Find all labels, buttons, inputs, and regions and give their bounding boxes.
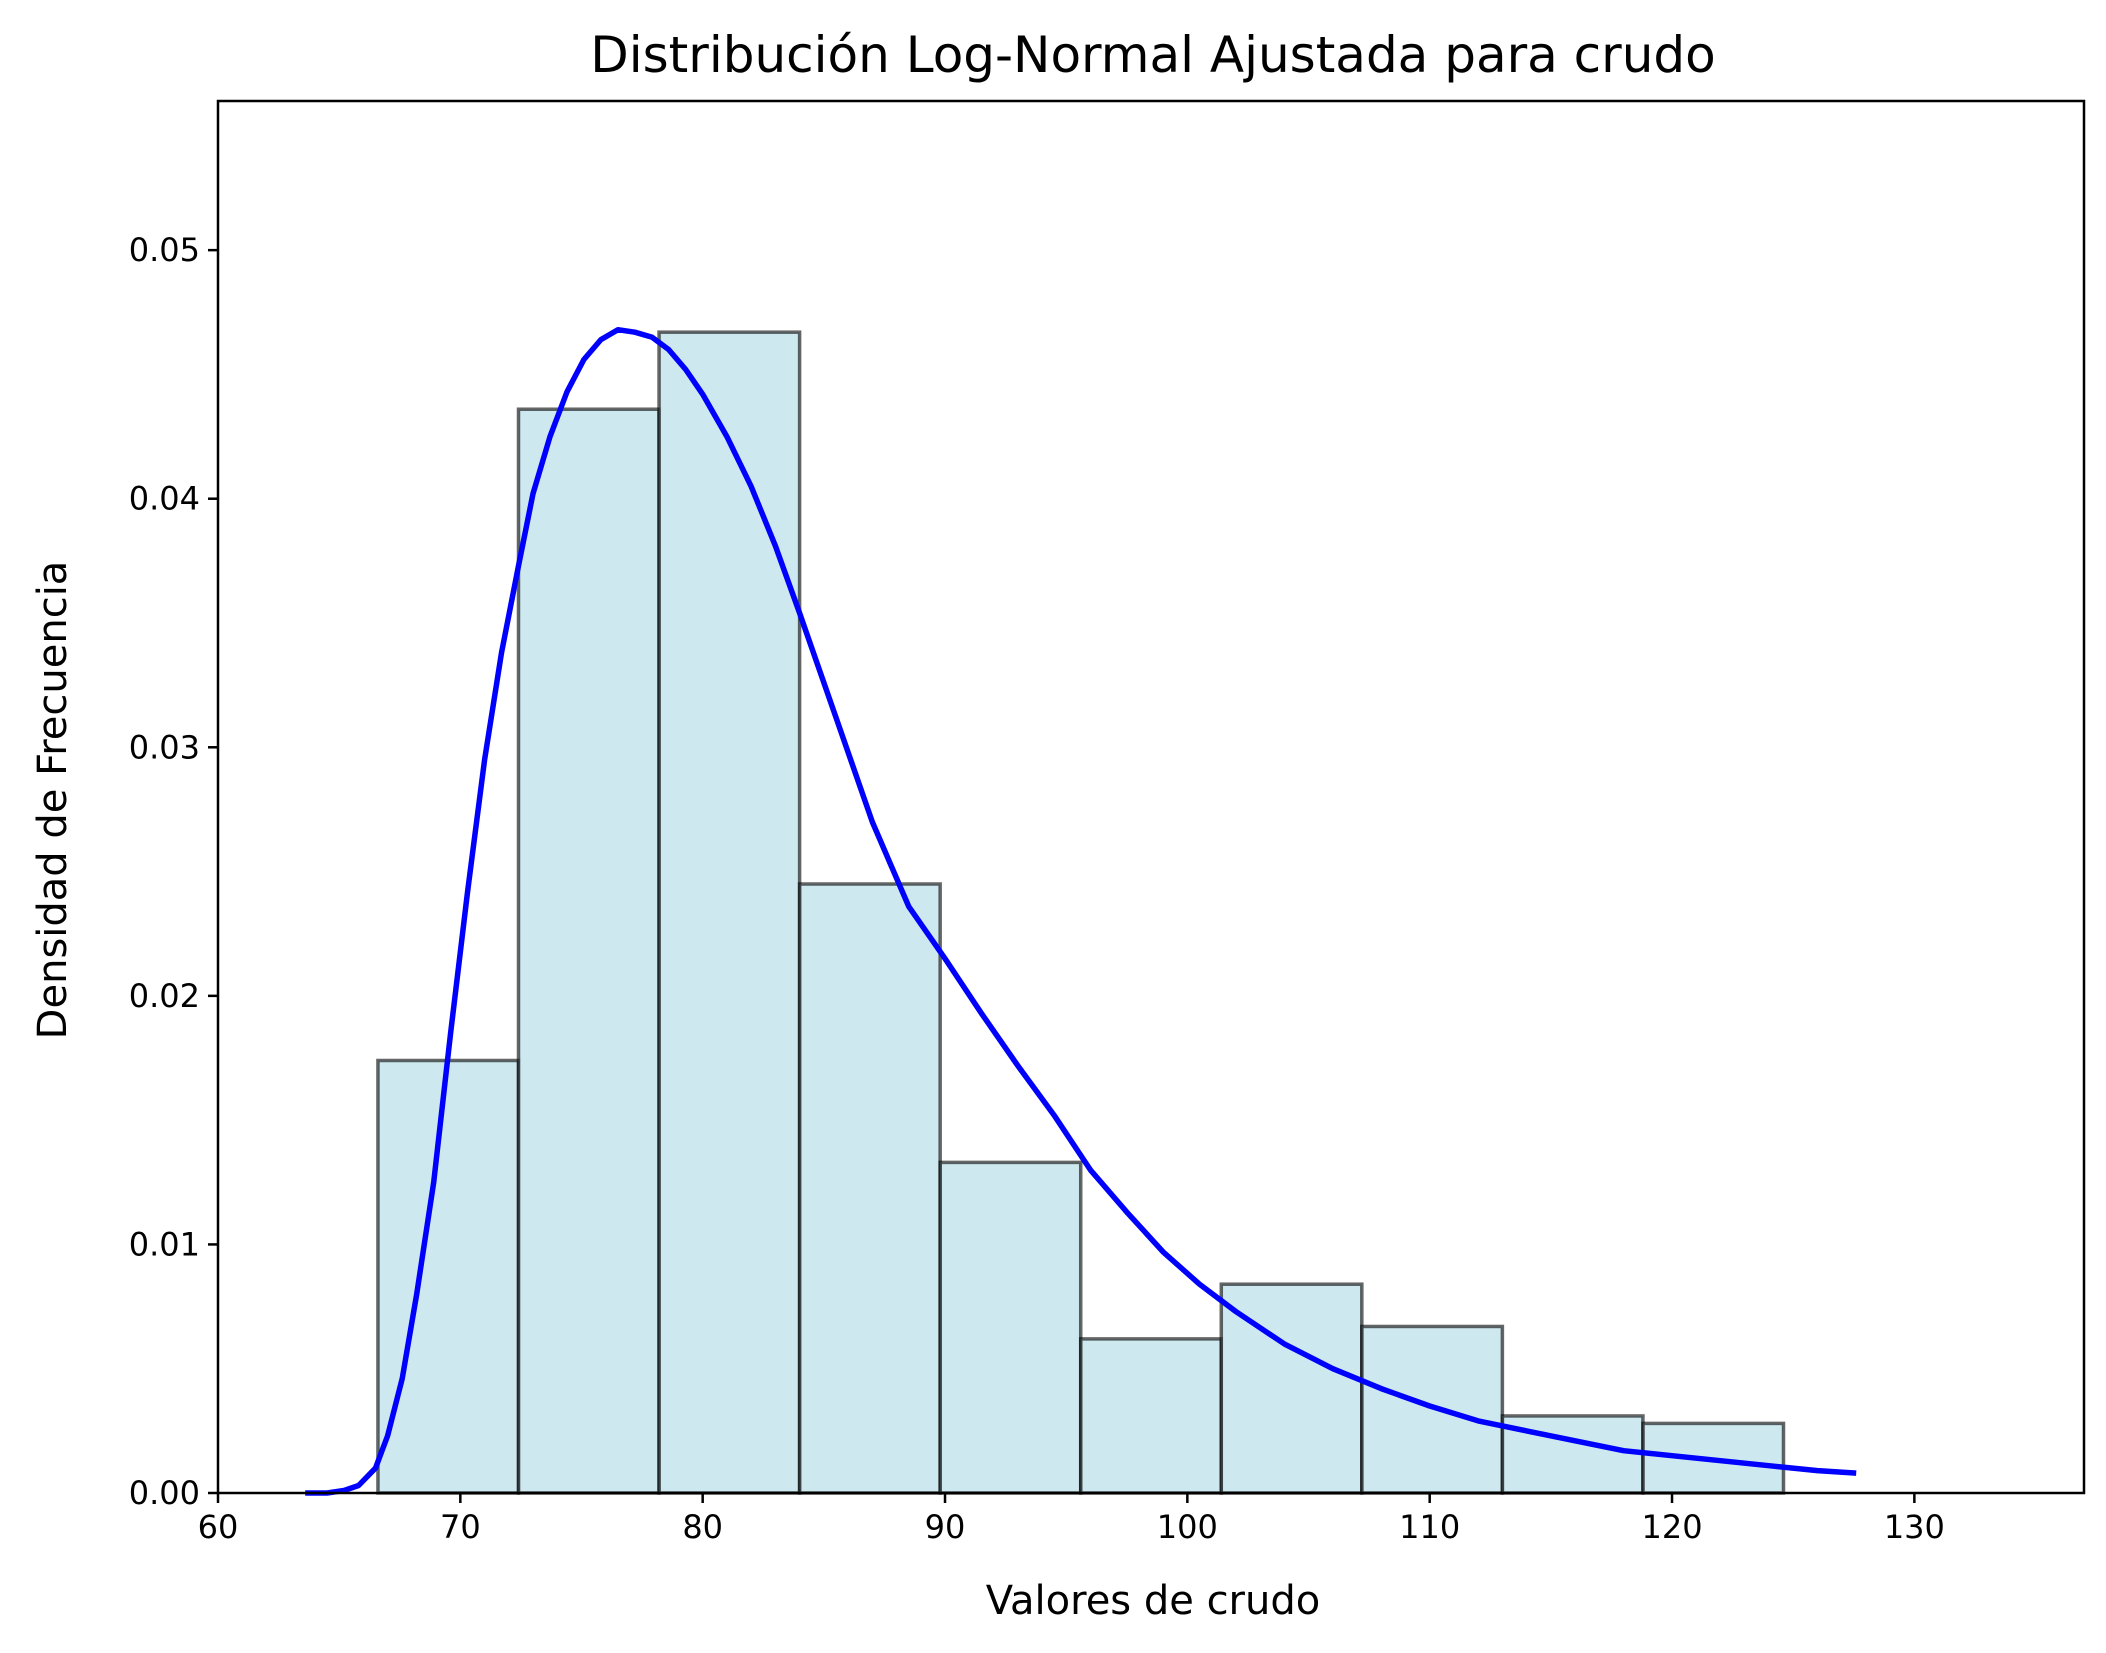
y-tick-label: 0.01 (129, 1225, 200, 1263)
histogram-bar-1 (376, 1058, 521, 1495)
histogram-bar-4 (797, 882, 942, 1495)
x-tick-label: 130 (1884, 1508, 1945, 1546)
chart-title: Distribución Log-Normal Ajustada para cr… (590, 26, 1716, 84)
y-tick-label: 0.03 (129, 728, 200, 766)
x-axis-label: Valores de crudo (986, 1578, 1320, 1624)
x-tick-label: 90 (925, 1508, 966, 1546)
x-tick-label: 70 (440, 1508, 481, 1546)
bars-layer (376, 330, 1786, 1495)
y-tick-label: 0.00 (129, 1474, 200, 1512)
x-tick-label: 110 (1399, 1508, 1460, 1546)
x-tick-label: 100 (1157, 1508, 1218, 1546)
x-tick-label: 60 (198, 1508, 239, 1546)
histogram-bar-6 (1078, 1337, 1224, 1495)
histogram-bar-2 (516, 407, 661, 1495)
x-tick-label: 120 (1641, 1508, 1702, 1546)
plot-frame (216, 99, 2086, 1495)
histogram-bar-5 (938, 1160, 1083, 1495)
curve-layer (305, 326, 1857, 1496)
y-tick-label: 0.02 (129, 977, 200, 1015)
ticks-layer: 60 70 80 90 100 110 120 130 0.00 0.01 0.02 0.03 0.04… (129, 231, 1945, 1546)
y-tick-label: 0.04 (129, 480, 200, 518)
histogram-bar-3 (657, 330, 802, 1495)
lognormal-fit-line (305, 326, 1857, 1496)
x-tick-label: 80 (682, 1508, 723, 1546)
y-axis-label: Densidad de Frecuencia (30, 561, 76, 1040)
y-tick-label: 0.05 (129, 231, 200, 269)
histogram-bar-8 (1360, 1324, 1505, 1495)
